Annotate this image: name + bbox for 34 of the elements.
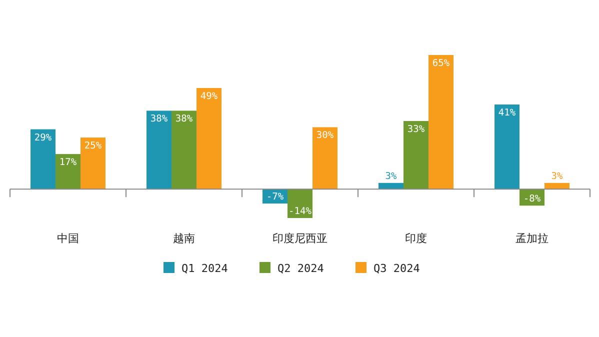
data-label: 49% [200, 91, 218, 102]
bar [196, 88, 222, 190]
data-label: 38% [175, 114, 193, 125]
bar [288, 189, 312, 218]
x-tick-label: 越南 [173, 232, 195, 245]
data-label: -8% [523, 194, 541, 205]
bar [30, 129, 56, 190]
bar [56, 154, 80, 190]
data-label: 3% [385, 170, 397, 182]
legend-label: Q2 2024 [278, 262, 324, 275]
legend-label: Q1 2024 [182, 262, 228, 275]
data-label: 29% [34, 132, 52, 144]
data-label: 25% [84, 140, 102, 152]
legend-label: Q3 2024 [374, 262, 420, 275]
bar [404, 121, 428, 190]
data-label: -7% [266, 192, 284, 203]
bar [172, 110, 196, 190]
bar [146, 110, 172, 190]
x-tick-label: 印度尼西亚 [272, 232, 328, 245]
x-tick-label: 孟加拉 [516, 232, 548, 245]
bar [494, 104, 520, 190]
data-label: 41% [498, 108, 516, 119]
bar [312, 127, 338, 190]
data-label: 17% [59, 157, 77, 168]
bar [428, 55, 454, 190]
x-tick-label: 印度 [405, 232, 427, 245]
data-label: -14% [288, 206, 312, 217]
x-tick-label: 中国 [57, 232, 79, 245]
bar [80, 138, 106, 190]
data-label: 38% [150, 114, 168, 125]
data-label: 3% [551, 170, 563, 182]
data-label: 65% [432, 58, 450, 69]
data-label: 30% [316, 130, 334, 142]
data-label: 33% [407, 124, 425, 136]
